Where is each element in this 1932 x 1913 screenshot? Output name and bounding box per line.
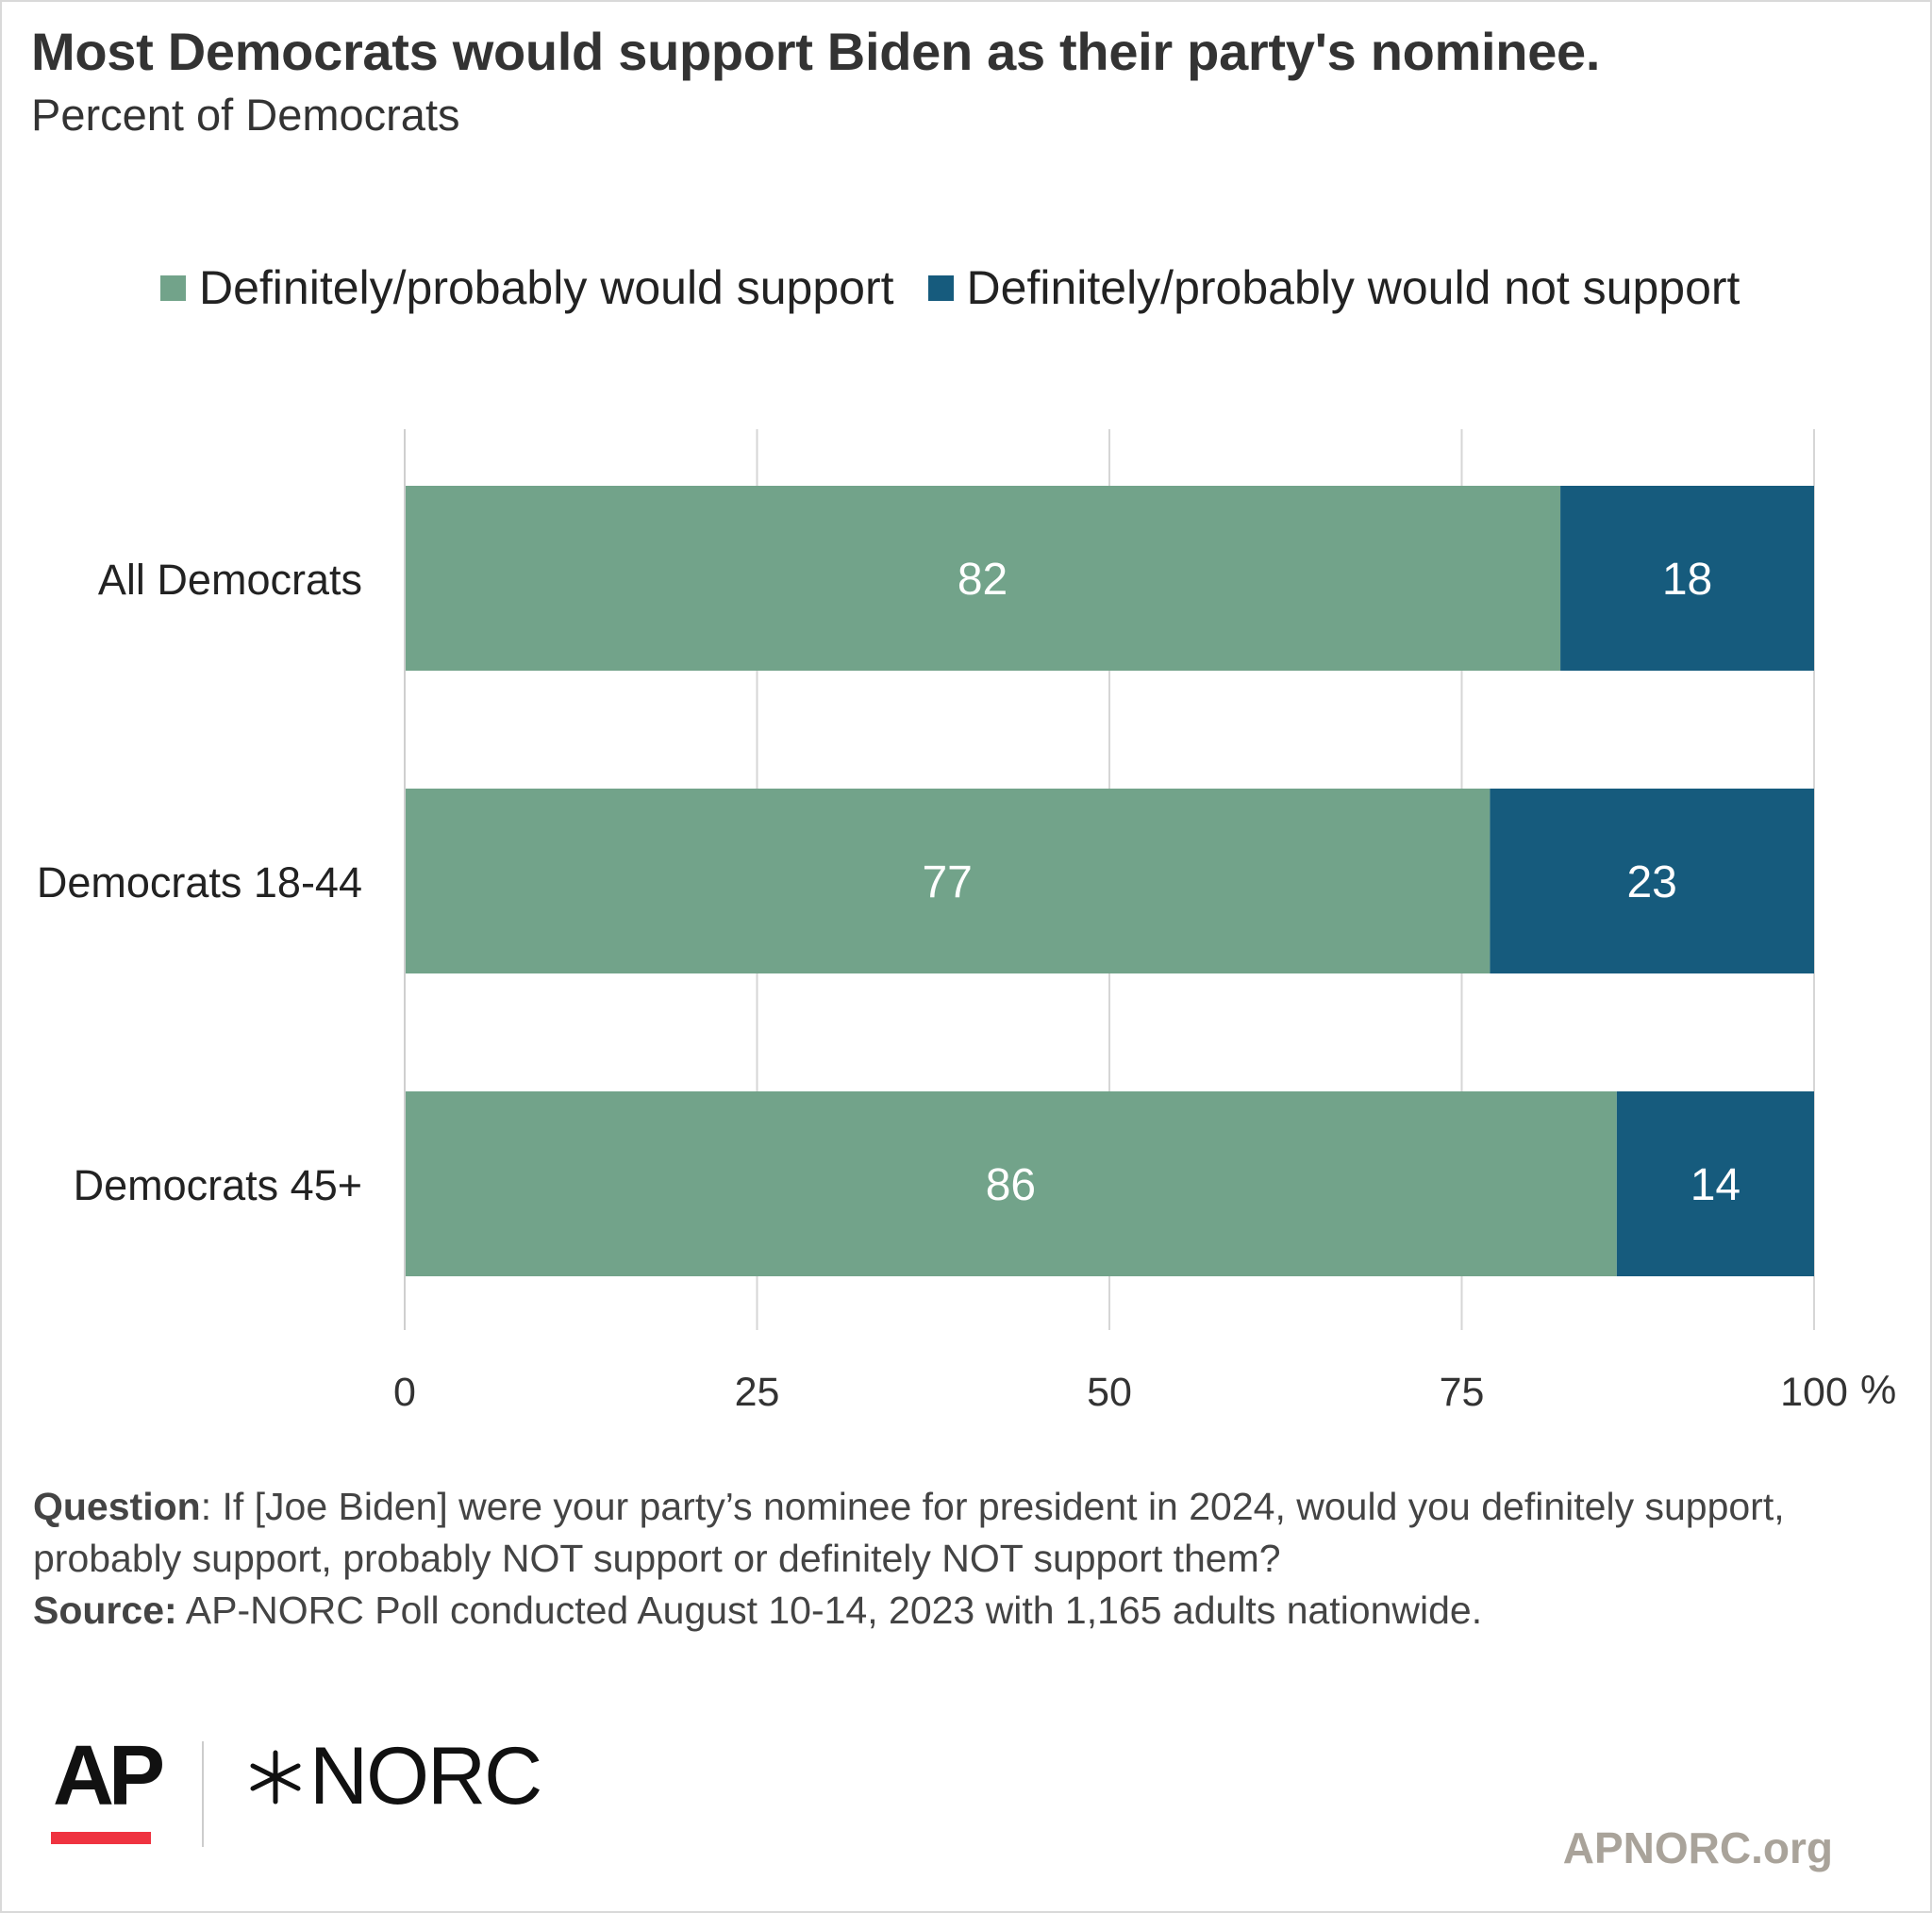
category-label-0: All Democrats xyxy=(98,556,362,604)
chart-subtitle: Percent of Democrats xyxy=(31,90,460,140)
bar-support-2 xyxy=(405,1091,1617,1276)
ap-logo: AP xyxy=(53,1729,165,1823)
norc-logo-text: NORC xyxy=(309,1731,542,1822)
legend-label-not-support: Definitely/probably would not support xyxy=(966,261,1740,314)
chart-title: Most Democrats would support Biden as th… xyxy=(31,22,1601,81)
data-label-not-support-2: 14 xyxy=(1690,1160,1740,1210)
legend-label-support: Definitely/probably would support xyxy=(199,261,894,314)
norc-star-icon xyxy=(250,1750,301,1804)
logo-divider xyxy=(202,1741,204,1847)
source-text: AP-NORC Poll conducted August 10-14, 202… xyxy=(176,1589,1483,1632)
x-tick-label-75: 75 xyxy=(1440,1370,1485,1415)
category-label-2: Democrats 45+ xyxy=(74,1161,362,1209)
data-label-support-0: 82 xyxy=(958,555,1008,605)
data-label-support-2: 86 xyxy=(986,1160,1036,1210)
bar-support-1 xyxy=(405,789,1491,973)
x-axis-unit-label: % xyxy=(1860,1368,1896,1413)
ap-logo-underline xyxy=(51,1832,151,1844)
x-tick-label-100: 100 xyxy=(1780,1370,1848,1415)
category-label-1: Democrats 18-44 xyxy=(37,858,362,907)
x-tick-label-0: 0 xyxy=(393,1370,416,1415)
legend-item-support: Definitely/probably would support xyxy=(160,260,894,315)
bar-not-support-0 xyxy=(1560,486,1814,671)
x-tick-label-50: 50 xyxy=(1087,1370,1132,1415)
data-label-not-support-1: 23 xyxy=(1626,857,1676,907)
x-tick-label-25: 25 xyxy=(735,1370,780,1415)
source-label: Source: xyxy=(33,1589,177,1632)
data-label-not-support-0: 18 xyxy=(1662,555,1712,605)
legend-item-not-support: Definitely/probably would not support xyxy=(927,260,1740,315)
bar-chart: 0 25 50 75 100 % 82 18 All Democrats 77 23 Democrat… xyxy=(37,429,1896,1415)
norc-logo: NORC xyxy=(247,1730,542,1823)
legend: Definitely/probably would support Defini… xyxy=(160,260,1774,315)
bar-not-support-2 xyxy=(1616,1091,1814,1276)
question-text: : If [Joe Biden] were your party’s nomin… xyxy=(33,1485,1785,1580)
legend-swatch-not-support xyxy=(927,274,954,301)
site-url: APNORC.org xyxy=(1562,1823,1833,1872)
bar-not-support-1 xyxy=(1490,789,1814,973)
bar-support-0 xyxy=(405,486,1561,671)
question-label: Question xyxy=(33,1485,201,1528)
footnote: Question: If [Joe Biden] were your party… xyxy=(33,1481,1882,1637)
legend-swatch-support xyxy=(160,274,186,301)
data-label-support-1: 77 xyxy=(922,857,972,907)
